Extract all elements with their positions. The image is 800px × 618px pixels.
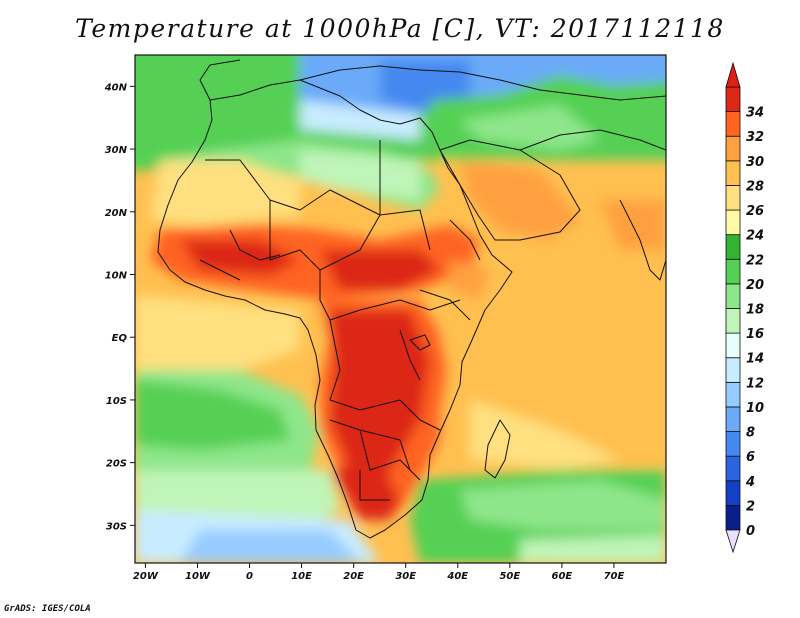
latitude-axis: 40N 30N 20N 10N EQ 10S 20S 30S <box>104 82 135 532</box>
colorbar-label: 8 <box>746 426 755 441</box>
colorbar-under-arrow <box>725 529 741 554</box>
colorbar-label: 2 <box>746 499 755 514</box>
colorbar-swatch <box>725 431 741 457</box>
lat-tick-label: 10S <box>106 396 127 407</box>
colorbar-swatch <box>725 381 741 408</box>
colorbar-label: 20 <box>746 278 764 293</box>
lon-tick-label: 10W <box>185 571 211 582</box>
colorbar-label: 26 <box>746 204 764 219</box>
colorbar-label: 32 <box>746 130 764 145</box>
colorbar-over-arrow <box>725 61 741 88</box>
colorbar-label: 34 <box>746 106 764 121</box>
lon-tick-label: 0 <box>246 571 253 582</box>
colorbar-swatch <box>725 86 741 113</box>
colorbar-label: 22 <box>746 253 764 268</box>
colorbar-label: 4 <box>745 475 755 490</box>
lon-tick-label: 20W <box>133 571 159 582</box>
lon-tick-label: 10E <box>291 571 312 582</box>
colorbar-label: 0 <box>746 524 755 539</box>
colorbar-swatch <box>725 480 741 506</box>
lat-tick-label: 10N <box>105 271 128 282</box>
lat-tick-label: EQ <box>112 333 128 344</box>
colorbar-swatch <box>725 160 741 186</box>
colorbar-swatch <box>725 135 741 162</box>
grads-credit: GrADS: IGES/COLA <box>4 604 91 614</box>
lat-tick-label: 30S <box>106 521 127 532</box>
colorbar-label: 6 <box>746 450 755 465</box>
colorbar-swatch <box>725 283 741 309</box>
colorbar-label: 18 <box>746 303 764 318</box>
lon-tick-label: 40E <box>446 571 468 582</box>
lon-tick-label: 50E <box>499 571 520 582</box>
colorbar-swatch <box>725 258 741 285</box>
colorbar-swatch <box>725 308 741 334</box>
colorbar-swatch <box>725 234 741 260</box>
lon-tick-label: 30E <box>395 571 416 582</box>
colorbar-label: 10 <box>746 401 764 416</box>
lat-tick-label: 40N <box>104 82 128 93</box>
lon-tick-label: 60E <box>552 571 573 582</box>
longitude-axis: 20W 10W 0 10E 20E 30E 40E 50E 60E 70E <box>133 563 625 582</box>
colorbar-swatch <box>725 332 741 359</box>
colorbar-swatch <box>725 185 741 211</box>
colorbar-swatch <box>725 406 741 432</box>
lon-tick-label: 70E <box>604 571 625 582</box>
coastlines <box>157 59 666 539</box>
colorbar-swatch <box>725 455 741 482</box>
colorbar-label: 24 <box>746 229 764 244</box>
colorbar-label: 12 <box>746 376 764 391</box>
colorbar-swatch <box>725 357 741 383</box>
colorbar-label: 14 <box>746 352 764 367</box>
colorbar-swatch <box>725 209 741 236</box>
colorbar-swatch <box>725 111 741 137</box>
lon-tick-label: 20E <box>343 571 364 582</box>
colorbar-label: 28 <box>746 179 764 194</box>
lat-tick-label: 20S <box>106 459 127 470</box>
map-title: Temperature at 1000hPa [C], VT: 20171121… <box>75 14 725 43</box>
temperature-field <box>135 55 666 563</box>
map-frame <box>134 54 667 564</box>
colorbar-label: 16 <box>746 327 764 342</box>
colorbar-swatch <box>725 504 741 531</box>
lat-tick-label: 20N <box>105 208 128 219</box>
lat-tick-label: 30N <box>105 145 128 156</box>
colorbar-label: 30 <box>746 155 764 170</box>
